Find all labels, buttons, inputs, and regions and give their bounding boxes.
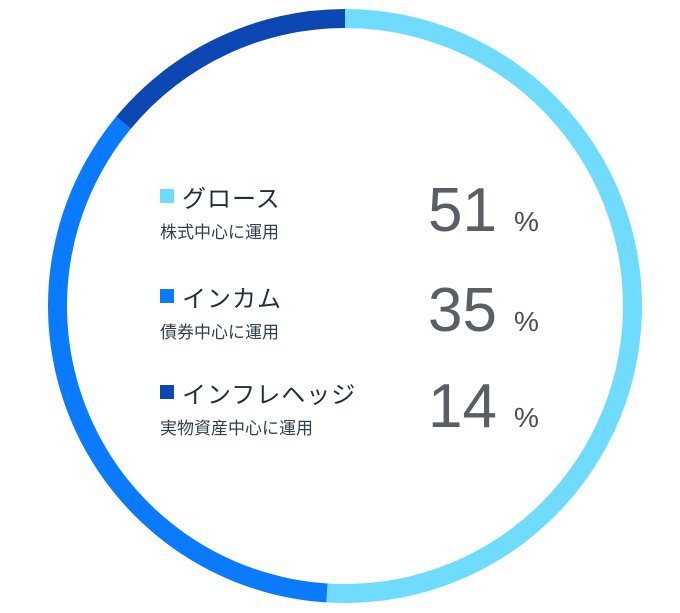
- data-label-growth-value: 51: [428, 176, 497, 245]
- legend-swatch-inflation-hedge: [160, 385, 174, 399]
- legend-description-growth: 株式中心に運用: [160, 223, 279, 243]
- legend-label-inflation-hedge: インフレヘッジ: [182, 381, 357, 409]
- legend-label-growth: グロース: [182, 185, 281, 213]
- donut-slice-inflation-hedge: [116, 8, 346, 129]
- legend-description-inflation-hedge: 実物資産中心に運用: [160, 419, 313, 439]
- legend-description-income: 債券中心に運用: [160, 323, 279, 343]
- data-label-growth-unit: %: [514, 206, 539, 237]
- legend-swatch-income: [160, 289, 174, 303]
- data-label-income-unit: %: [514, 306, 539, 337]
- data-label-income-value: 35: [428, 276, 497, 345]
- data-label-inflation-hedge-unit: %: [514, 402, 539, 433]
- legend-label-income: インカム: [182, 285, 282, 313]
- legend-row-inflation-hedge: インフレヘッジ 実物資産中心に運用 14 %: [160, 372, 560, 452]
- legend-row-growth: グロース 株式中心に運用 51 %: [160, 176, 560, 256]
- legend-swatch-growth: [160, 189, 174, 203]
- data-label-inflation-hedge-value: 14: [428, 372, 497, 441]
- donut-slice-income: [48, 116, 328, 603]
- legend-row-income: インカム 債券中心に運用 35 %: [160, 276, 560, 356]
